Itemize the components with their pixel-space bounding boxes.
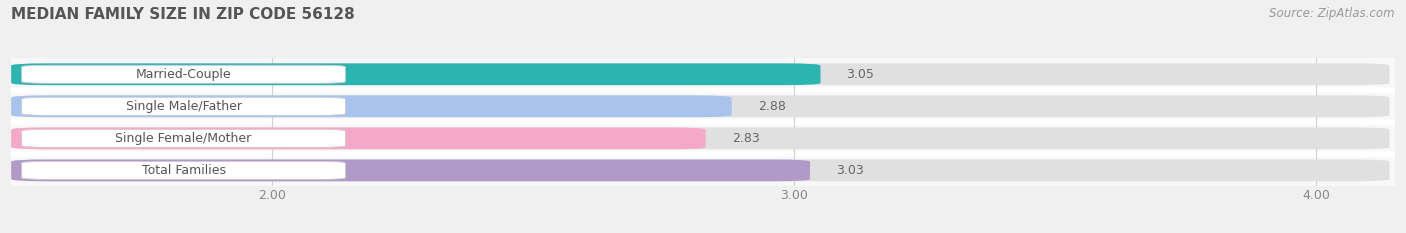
FancyBboxPatch shape xyxy=(21,161,346,179)
FancyBboxPatch shape xyxy=(21,65,346,83)
Text: Married-Couple: Married-Couple xyxy=(136,68,232,81)
FancyBboxPatch shape xyxy=(21,97,346,115)
Text: Total Families: Total Families xyxy=(142,164,225,177)
Text: Single Female/Mother: Single Female/Mother xyxy=(115,132,252,145)
Text: MEDIAN FAMILY SIZE IN ZIP CODE 56128: MEDIAN FAMILY SIZE IN ZIP CODE 56128 xyxy=(11,7,354,22)
FancyBboxPatch shape xyxy=(11,127,706,149)
FancyBboxPatch shape xyxy=(11,62,1395,86)
Text: 2.83: 2.83 xyxy=(731,132,759,145)
FancyBboxPatch shape xyxy=(11,159,1389,181)
FancyBboxPatch shape xyxy=(11,63,821,85)
FancyBboxPatch shape xyxy=(11,63,1389,85)
FancyBboxPatch shape xyxy=(11,96,731,117)
Text: Single Male/Father: Single Male/Father xyxy=(125,100,242,113)
Text: Source: ZipAtlas.com: Source: ZipAtlas.com xyxy=(1270,7,1395,20)
Text: 3.03: 3.03 xyxy=(837,164,863,177)
FancyBboxPatch shape xyxy=(11,158,1395,183)
FancyBboxPatch shape xyxy=(11,94,1395,118)
FancyBboxPatch shape xyxy=(11,126,1395,151)
FancyBboxPatch shape xyxy=(11,159,810,181)
Text: 3.05: 3.05 xyxy=(846,68,875,81)
FancyBboxPatch shape xyxy=(21,129,346,147)
FancyBboxPatch shape xyxy=(11,127,1389,149)
FancyBboxPatch shape xyxy=(11,96,1389,117)
Text: 2.88: 2.88 xyxy=(758,100,786,113)
